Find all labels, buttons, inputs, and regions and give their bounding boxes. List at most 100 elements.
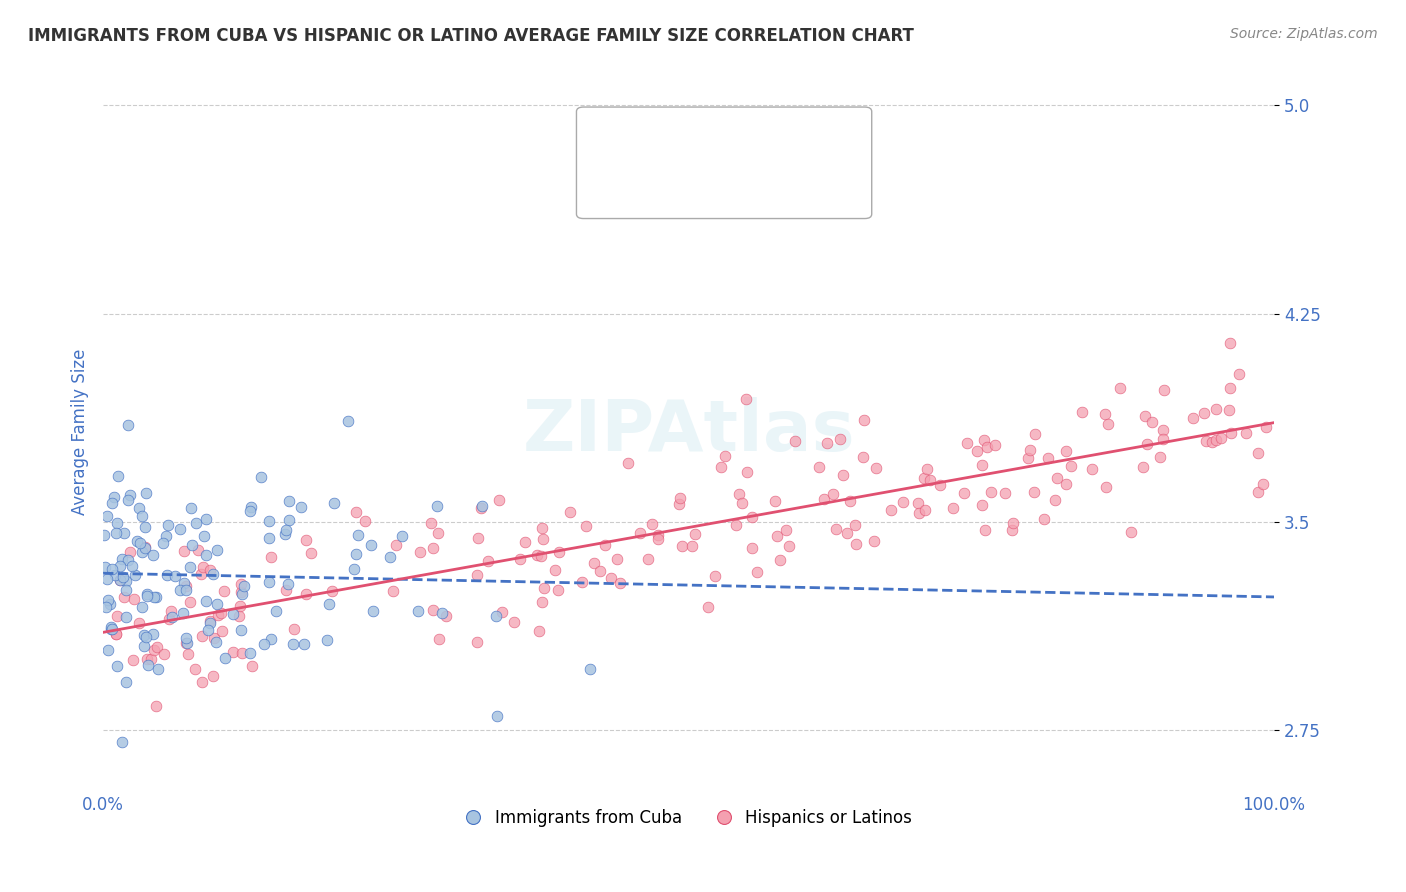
Point: [485, 708, 508, 723]
Point: [825, 522, 848, 536]
Point: [491, 605, 513, 619]
Point: [146, 640, 169, 654]
Point: [337, 414, 360, 428]
Point: [513, 534, 536, 549]
Point: [763, 493, 786, 508]
Point: [191, 675, 214, 690]
Point: [184, 516, 207, 530]
Point: [1001, 523, 1024, 537]
Point: [531, 532, 554, 546]
Point: [108, 573, 131, 587]
Point: [571, 575, 593, 590]
Point: [915, 462, 938, 476]
Point: [914, 503, 936, 517]
Point: [1182, 411, 1205, 425]
Point: [725, 518, 748, 533]
Point: [142, 549, 165, 563]
Point: [1046, 471, 1069, 485]
Point: [96, 572, 118, 586]
Point: [956, 436, 979, 450]
Point: [115, 610, 138, 624]
Point: [194, 593, 217, 607]
Point: [382, 583, 405, 598]
Point: [908, 506, 931, 520]
Point: [180, 501, 202, 516]
Point: [1036, 451, 1059, 466]
Point: [264, 604, 287, 618]
Point: [202, 632, 225, 646]
Point: [100, 495, 122, 509]
Point: [467, 532, 489, 546]
Point: [159, 605, 181, 619]
Point: [1109, 381, 1132, 395]
Point: [105, 626, 128, 640]
Point: [240, 659, 263, 673]
Point: [283, 622, 305, 636]
Point: [117, 552, 139, 566]
Point: [994, 485, 1017, 500]
Point: [121, 559, 143, 574]
Point: [93, 528, 115, 542]
Text: 0.877: 0.877: [681, 175, 737, 193]
Point: [132, 628, 155, 642]
Point: [253, 636, 276, 650]
Point: [408, 605, 430, 619]
Point: [973, 433, 995, 447]
Point: [530, 595, 553, 609]
Point: [260, 632, 283, 646]
Point: [315, 632, 337, 647]
Point: [259, 514, 281, 528]
Point: [920, 473, 942, 487]
Text: R =: R =: [634, 175, 673, 193]
Point: [229, 599, 252, 614]
Point: [111, 735, 134, 749]
Point: [184, 662, 207, 676]
Point: [152, 536, 174, 550]
Point: [112, 526, 135, 541]
Point: [714, 450, 737, 464]
Point: [129, 536, 152, 550]
Point: [145, 590, 167, 604]
Point: [131, 600, 153, 615]
Point: [131, 545, 153, 559]
Point: [533, 581, 555, 595]
Point: [94, 559, 117, 574]
Point: [145, 699, 167, 714]
Point: [111, 552, 134, 566]
Point: [1019, 442, 1042, 457]
Point: [907, 496, 929, 510]
Point: [135, 652, 157, 666]
Point: [229, 623, 252, 637]
Point: [117, 418, 139, 433]
Point: [169, 583, 191, 598]
Point: [142, 643, 165, 657]
Point: [222, 607, 245, 621]
Point: [295, 587, 318, 601]
Point: [187, 543, 209, 558]
Point: [430, 606, 453, 620]
Point: [942, 500, 965, 515]
Point: [1054, 443, 1077, 458]
Point: [231, 587, 253, 601]
Point: [683, 527, 706, 541]
Point: [852, 450, 875, 464]
Point: [100, 622, 122, 636]
Point: [681, 539, 703, 553]
Point: [745, 565, 768, 579]
Point: [198, 616, 221, 631]
Point: [980, 484, 1002, 499]
Point: [1017, 450, 1039, 465]
Point: [1227, 368, 1250, 382]
Point: [174, 579, 197, 593]
Point: [94, 600, 117, 615]
Point: [1136, 437, 1159, 451]
Point: [1024, 427, 1046, 442]
Point: [853, 413, 876, 427]
Point: [1094, 407, 1116, 421]
Point: [1081, 462, 1104, 476]
Point: [250, 470, 273, 484]
Point: [115, 675, 138, 690]
Point: [509, 552, 531, 566]
Point: [295, 533, 318, 548]
Point: [832, 468, 855, 483]
